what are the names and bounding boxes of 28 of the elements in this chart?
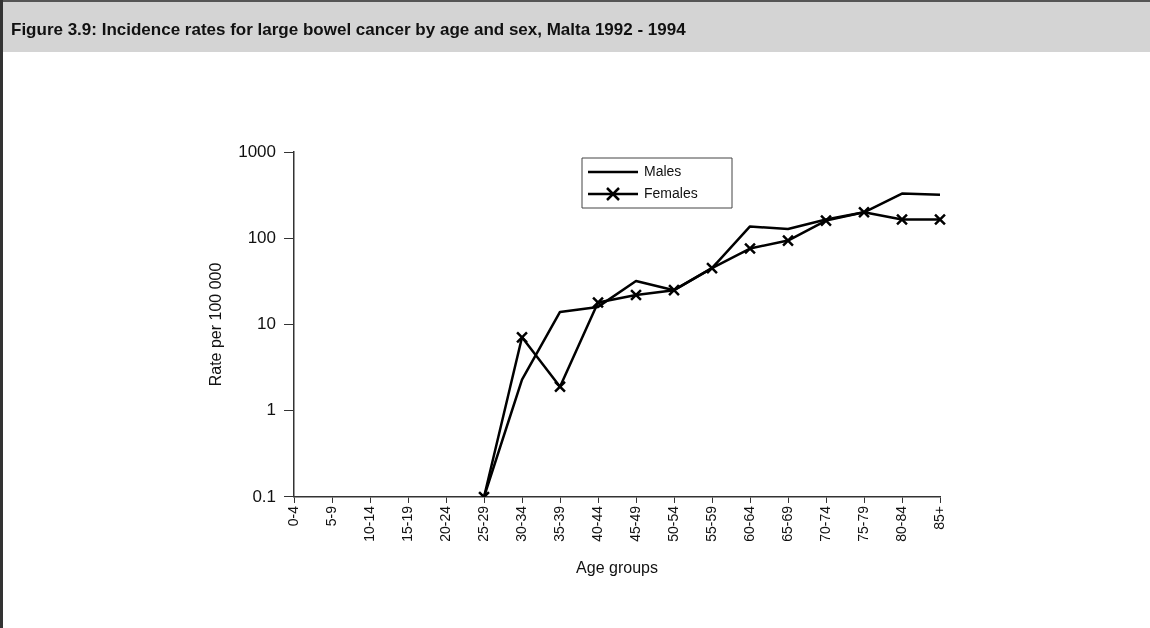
x-tick-label: 65-69 xyxy=(778,505,795,542)
y-tick-label: 10 xyxy=(257,314,277,334)
x-tick-label: 45-49 xyxy=(626,505,643,542)
x-tick-label: 5-9 xyxy=(322,505,339,527)
x-tick-label: 85+ xyxy=(930,505,947,530)
y-tick-label: 0.1 xyxy=(252,486,277,506)
x-tick-label: 55-59 xyxy=(702,505,719,542)
x-tick-label: 40-44 xyxy=(588,505,605,542)
x-tick-label: 30-34 xyxy=(512,505,529,542)
x-axis-title: Age groups xyxy=(576,558,658,576)
x-tick-label: 50-54 xyxy=(664,505,681,542)
x-tick-label: 20-24 xyxy=(436,505,453,542)
x-tick-label: 35-39 xyxy=(550,505,567,542)
legend-label: Females xyxy=(644,184,698,201)
x-tick-label: 15-19 xyxy=(398,505,415,542)
x-tick-label: 0-4 xyxy=(284,505,301,527)
y-tick-label: 1000 xyxy=(238,141,277,161)
y-axis-title: Rate per 100 000 xyxy=(207,262,225,387)
x-tick-label: 60-64 xyxy=(740,505,757,542)
x-tick-label: 25-29 xyxy=(474,505,491,542)
y-tick-label: 100 xyxy=(247,227,277,247)
x-tick-label: 70-74 xyxy=(816,505,833,542)
legend-label: Males xyxy=(644,162,682,179)
x-tick-label: 75-79 xyxy=(854,505,871,542)
x-tick-label: 80-84 xyxy=(892,505,909,542)
chart-title: Figure 3.9: Incidence rates for large bowel cancer by age and sex, Malta 1992 - 1994 xyxy=(3,0,1150,52)
y-tick-label: 1 xyxy=(266,400,277,420)
x-tick-label: 10-14 xyxy=(360,505,377,542)
